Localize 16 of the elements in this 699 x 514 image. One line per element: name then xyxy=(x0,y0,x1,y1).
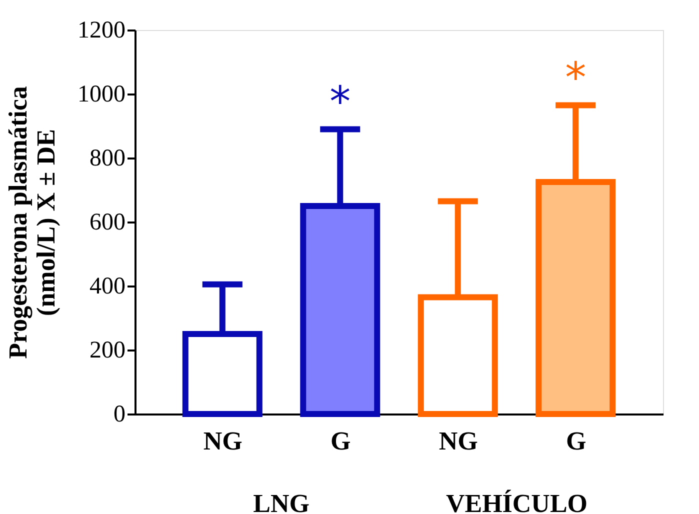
y-tick-label: 400 xyxy=(90,274,126,300)
text: LNG xyxy=(253,489,310,514)
y-tick-label: 1000 xyxy=(78,82,126,108)
x-tick-label: NG xyxy=(438,426,478,456)
x-tick-label: NG xyxy=(203,426,242,456)
y-tick-label: 1200 xyxy=(78,18,126,44)
x-tick-label: G xyxy=(566,426,586,456)
y-tick-label: 600 xyxy=(90,210,126,236)
x-tick-label: G xyxy=(330,426,351,456)
data-label: * xyxy=(330,77,351,126)
y-tick-label: 200 xyxy=(90,338,126,364)
data-label: * xyxy=(565,53,586,102)
y-tick-label: 0 xyxy=(114,402,126,428)
y-tick-label: 800 xyxy=(90,146,126,172)
y-axis-title: Progesterona plasmática (nmol/L) X ± DE xyxy=(4,86,60,359)
text: VEHÍCULO xyxy=(446,489,588,514)
